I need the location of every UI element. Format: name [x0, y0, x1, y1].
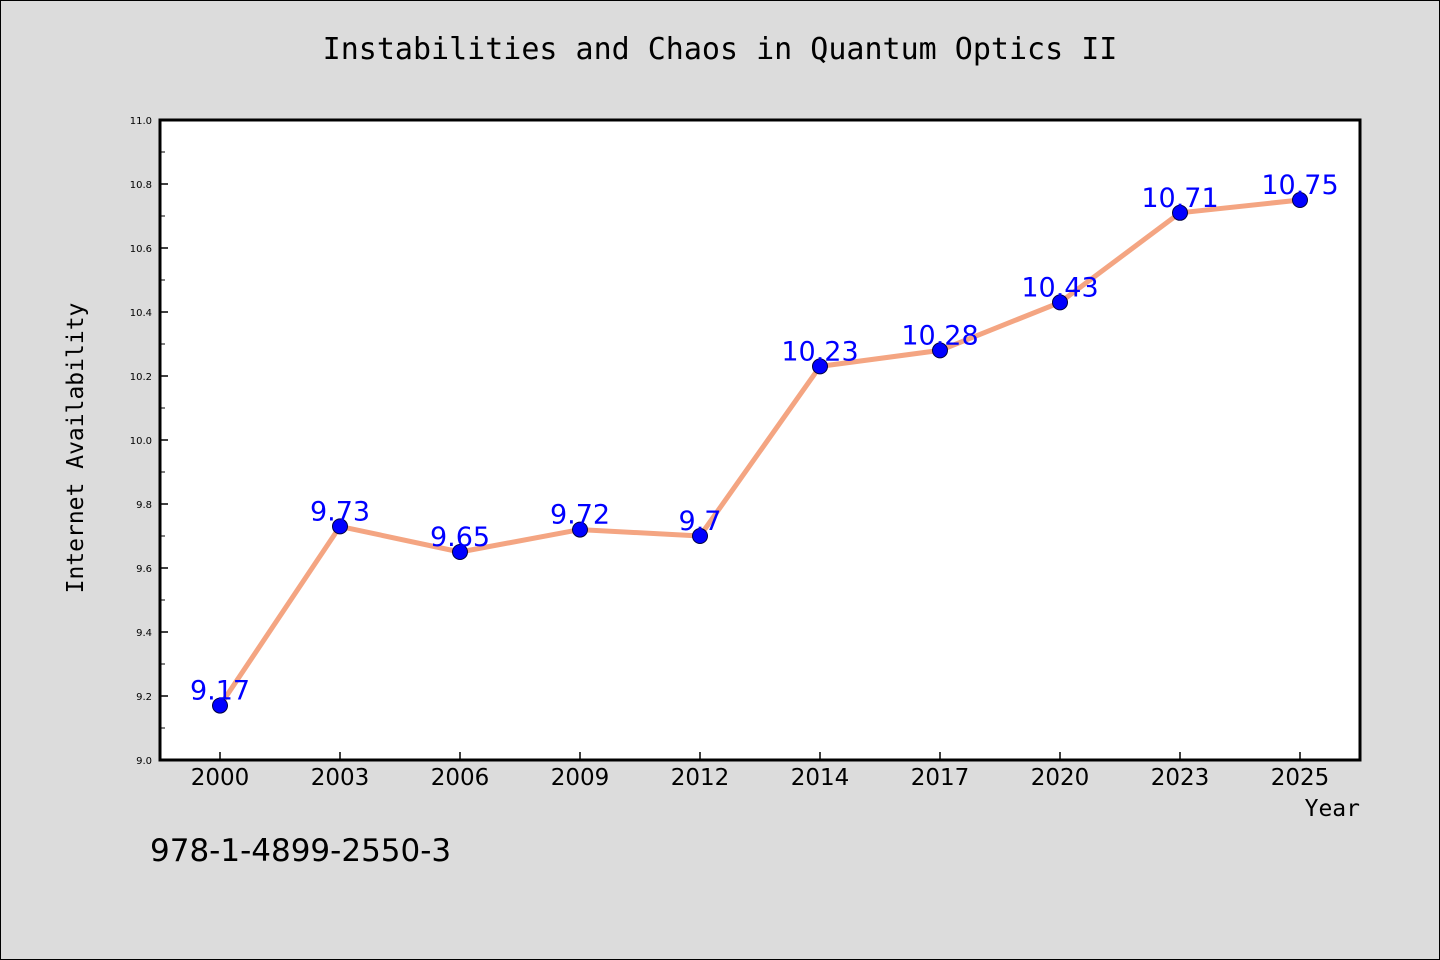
y-tick-label: 9.8 — [136, 500, 152, 511]
data-label: 9.65 — [430, 522, 490, 553]
x-tick-label: 2012 — [671, 765, 730, 791]
data-label: 9.72 — [550, 500, 610, 531]
y-tick-label: 10.0 — [130, 436, 152, 447]
y-tick-label: 11.0 — [130, 116, 152, 127]
x-tick-label: 2014 — [791, 765, 850, 791]
x-tick-label: 2006 — [431, 765, 490, 791]
data-point — [692, 528, 708, 544]
y-tick-label: 10.6 — [130, 244, 152, 255]
data-label: 10.75 — [1261, 170, 1338, 201]
x-tick-label: 2017 — [911, 765, 970, 791]
data-point — [332, 518, 348, 535]
x-tick-label: 2000 — [191, 765, 250, 791]
x-tick-label: 2023 — [1151, 765, 1210, 791]
chart-title: Instabilities and Chaos in Quantum Optic… — [322, 32, 1118, 67]
y-tick-label: 9.4 — [136, 628, 152, 639]
y-axis: 9.0 9.2 9.4 9.6 9.8 10.0 10.2 10.4 10.6 10.8 11.0 — [130, 116, 168, 767]
data-label: 10.43 — [1021, 272, 1098, 303]
y-tick-label: 9.2 — [136, 692, 152, 703]
x-tick-label: 2025 — [1271, 765, 1330, 791]
data-point — [212, 697, 228, 714]
data-point — [932, 342, 948, 359]
x-axis: 2000 2003 2006 2009 2012 2014 2017 2020 2023 2025 — [191, 752, 1330, 791]
y-tick-label: 9.0 — [136, 756, 152, 767]
data-label: 9.17 — [190, 676, 250, 707]
x-axis-label: Year — [1304, 796, 1360, 822]
data-point — [1172, 204, 1188, 221]
y-tick-label: 9.6 — [136, 564, 152, 575]
data-point — [1052, 294, 1068, 311]
y-tick-label: 10.8 — [130, 180, 152, 191]
y-tick-label: 10.4 — [130, 308, 152, 319]
data-label: 9.73 — [310, 496, 370, 527]
x-tick-label: 2020 — [1031, 765, 1090, 791]
data-markers — [212, 192, 1308, 714]
y-tick-label: 10.2 — [130, 372, 152, 383]
data-label: 10.71 — [1141, 183, 1218, 214]
y-axis-label: Internet Availability — [63, 302, 89, 594]
data-label: 9.7 — [679, 506, 722, 537]
data-point — [572, 521, 588, 538]
x-tick-label: 2009 — [551, 765, 610, 791]
data-label: 10.23 — [781, 336, 858, 367]
data-point — [452, 544, 468, 560]
data-point — [1292, 192, 1308, 208]
data-labels: 9.17 9.73 9.65 9.72 9.7 10.23 10.28 10.43 10.71 1… — [190, 170, 1339, 707]
series-line — [217, 197, 1303, 709]
isbn-text: 978-1-4899-2550-3 — [150, 833, 452, 869]
x-tick-label: 2003 — [311, 765, 370, 791]
data-point — [812, 358, 828, 375]
data-label: 10.28 — [901, 320, 978, 351]
